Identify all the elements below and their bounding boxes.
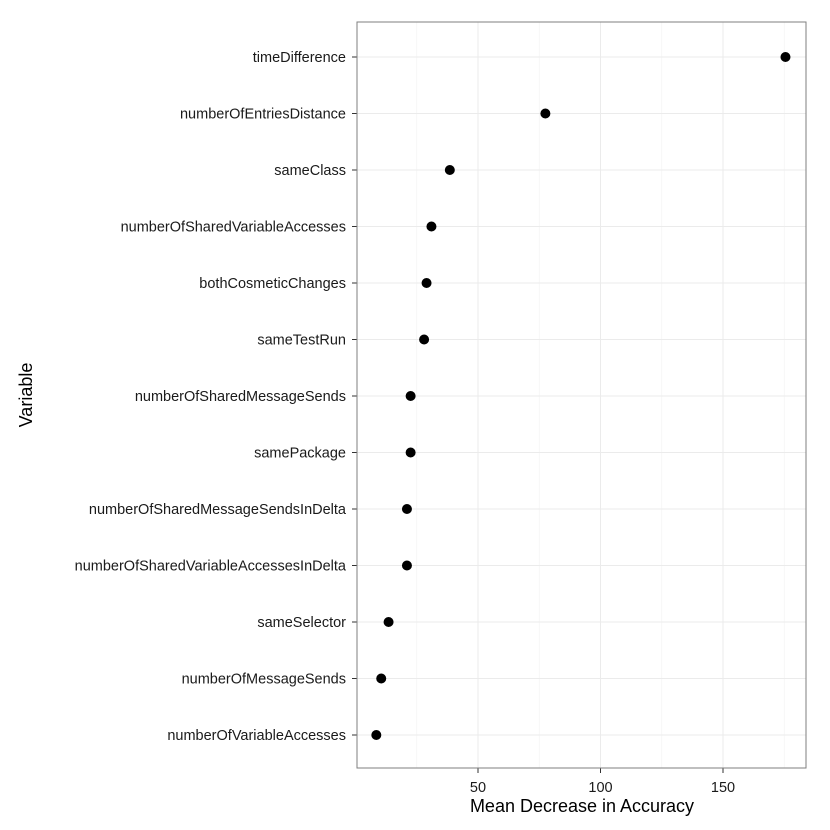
- x-tick-label: 50: [470, 780, 486, 796]
- y-tick-label: numberOfSharedMessageSends: [135, 389, 346, 405]
- data-point: [405, 391, 416, 401]
- data-point: [421, 278, 432, 288]
- y-tick-label: sameTestRun: [257, 333, 346, 349]
- data-point: [540, 108, 551, 119]
- data-point: [383, 617, 394, 627]
- x-tick-label: 100: [588, 780, 612, 796]
- data-points: [371, 52, 791, 740]
- panel-border: [356, 21, 807, 769]
- y-tick-label: numberOfVariableAccesses: [167, 728, 346, 744]
- data-point: [780, 52, 791, 62]
- y-tick-label: sameClass: [274, 163, 346, 179]
- y-tick-label: sameSelector: [257, 615, 346, 631]
- x-tick-label: 150: [711, 780, 735, 796]
- data-point: [376, 673, 387, 684]
- data-point: [401, 560, 412, 571]
- data-point: [405, 447, 416, 458]
- x-axis-ticks: 50 100 150: [470, 768, 735, 796]
- data-point: [444, 165, 455, 175]
- grid-lines: [357, 22, 806, 768]
- y-tick-label: numberOfSharedVariableAccessesInDelta: [75, 559, 347, 575]
- y-tick-label: bothCosmeticChanges: [199, 276, 346, 292]
- data-point: [401, 504, 412, 514]
- y-tick-label: samePackage: [254, 446, 346, 462]
- data-point: [371, 730, 382, 740]
- data-point: [426, 221, 437, 232]
- x-axis-title: Mean Decrease in Accuracy: [470, 796, 694, 816]
- y-axis-ticks: timeDifference numberOfEntriesDistance sam…: [75, 50, 357, 744]
- y-axis-title: Variable: [16, 363, 36, 428]
- y-tick-label: numberOfEntriesDistance: [180, 107, 346, 123]
- y-tick-label: numberOfSharedVariableAccesses: [121, 220, 346, 236]
- y-tick-label: numberOfMessageSends: [182, 672, 346, 688]
- y-tick-label: numberOfSharedMessageSendsInDelta: [89, 502, 347, 518]
- y-tick-label: timeDifference: [253, 50, 346, 66]
- data-point: [419, 334, 430, 345]
